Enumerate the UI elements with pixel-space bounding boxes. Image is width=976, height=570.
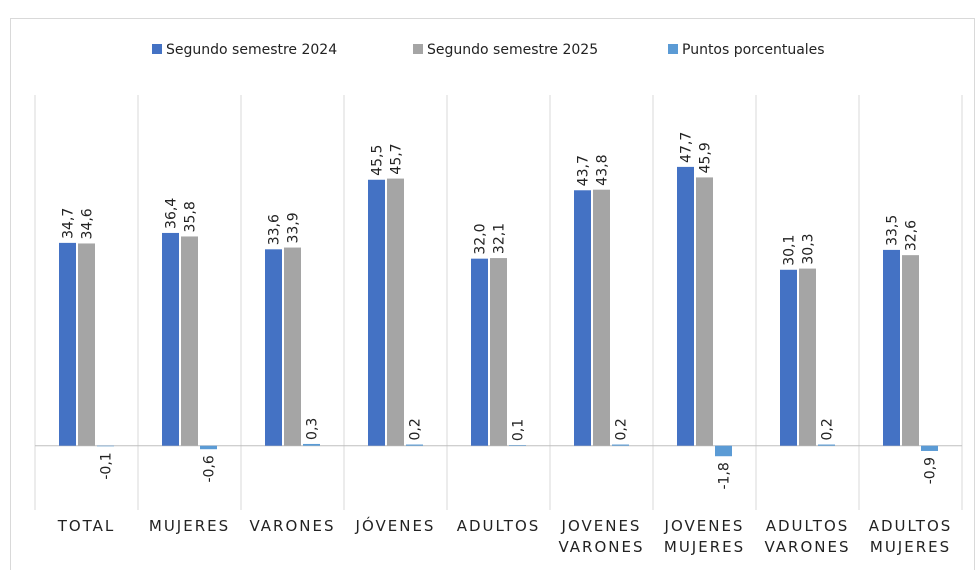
bar: [612, 444, 629, 446]
data-label: 43,8: [595, 155, 611, 186]
x-tick-label: ADULTOS: [456, 517, 541, 535]
data-label: 36,4: [164, 198, 180, 229]
legend-swatch: [152, 44, 162, 54]
data-label: 30,3: [801, 233, 817, 264]
data-label: 33,5: [885, 215, 901, 246]
data-label: 35,8: [183, 201, 199, 232]
data-label: 32,1: [492, 223, 508, 254]
bar: [78, 243, 95, 446]
bar: [406, 444, 423, 446]
data-label: -1,8: [717, 462, 733, 489]
bar: [696, 177, 713, 446]
bar: [97, 445, 114, 447]
bar: [593, 189, 610, 446]
x-tick-label: JÓVENES: [355, 517, 436, 535]
data-label: 30,1: [782, 235, 798, 266]
bar: [818, 444, 835, 446]
bar: [921, 445, 938, 451]
legend-label: Segundo semestre 2024: [166, 42, 337, 58]
data-label: -0,1: [99, 452, 115, 479]
data-label: 34,6: [80, 208, 96, 239]
x-tick-label: TOTAL: [57, 517, 116, 535]
x-tick-label: VARONES: [249, 517, 336, 535]
data-label: 45,9: [698, 142, 714, 173]
data-label: 47,7: [679, 132, 695, 163]
x-tick-label: ADULTOS VARONES: [764, 517, 851, 556]
bar: [284, 247, 301, 446]
bar: [181, 236, 198, 446]
bar: [490, 258, 507, 446]
data-label: 45,7: [389, 143, 405, 174]
data-label: 0,3: [305, 418, 321, 440]
bar: [799, 268, 816, 446]
chart-border: [10, 18, 975, 570]
bar: [59, 242, 76, 446]
data-label: 0,2: [614, 418, 630, 440]
bar: [471, 258, 488, 446]
data-label: 32,6: [904, 220, 920, 251]
x-tick-label: MUJERES: [148, 517, 231, 535]
data-label: 0,1: [511, 419, 527, 441]
data-label: 43,7: [576, 155, 592, 186]
bar: [883, 249, 900, 446]
data-label: 34,7: [61, 208, 77, 239]
data-label: 32,0: [473, 223, 489, 254]
x-tick-label: JOVENES VARONES: [558, 517, 645, 556]
legend-label: Segundo semestre 2025: [427, 42, 598, 58]
bar: [303, 443, 320, 446]
bar: [368, 179, 385, 446]
legend-label: Puntos porcentuales: [682, 42, 825, 58]
x-tick-label: ADULTOS MUJERES: [868, 517, 953, 556]
data-label: 0,2: [408, 418, 424, 440]
bar: [574, 190, 591, 446]
bar: [200, 445, 217, 450]
bar: [387, 178, 404, 446]
data-label: 33,9: [286, 212, 302, 243]
bar: [715, 445, 732, 457]
data-label: -0,6: [202, 455, 218, 482]
data-label: 0,2: [820, 418, 836, 440]
data-label: 45,5: [370, 145, 386, 176]
x-tick-label: JOVENES MUJERES: [663, 517, 746, 556]
legend-swatch: [413, 44, 423, 54]
bar: [509, 445, 526, 446]
bar: [162, 232, 179, 446]
bar: [780, 269, 797, 446]
legend-swatch: [668, 44, 678, 54]
bar: [902, 255, 919, 446]
data-label: -0,9: [923, 457, 939, 484]
bar: [677, 166, 694, 446]
bar: [265, 249, 282, 446]
data-label: 33,6: [267, 214, 283, 245]
